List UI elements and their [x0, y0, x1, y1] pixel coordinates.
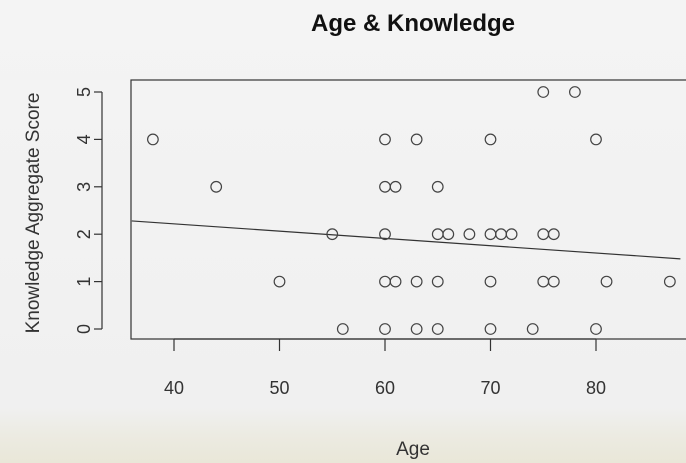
data-point	[600, 275, 613, 288]
y-tick-label: 0	[74, 324, 94, 334]
data-point	[379, 180, 391, 193]
x-tick-label: 80	[586, 378, 606, 398]
x-tick-label: 70	[480, 378, 500, 398]
data-point	[326, 228, 339, 241]
data-point	[379, 133, 391, 146]
y-tick-label: 4	[74, 134, 94, 144]
data-point	[547, 228, 560, 241]
data-point	[389, 180, 402, 193]
y-axis: 0 1 2 3 4 5	[74, 87, 103, 334]
data-point	[547, 275, 560, 288]
data-point	[590, 323, 602, 335]
x-axis: 40 50 60 70 80	[164, 338, 606, 398]
y-tick-label: 5	[74, 87, 94, 97]
data-point	[505, 228, 518, 241]
y-tick-label: 2	[74, 229, 94, 239]
x-tick-label: 50	[269, 378, 289, 398]
y-tick-label: 3	[74, 182, 94, 192]
plot-area-frame	[130, 79, 686, 340]
data-point	[379, 275, 391, 288]
x-tick-label: 60	[375, 378, 395, 398]
y-tick-label: 1	[74, 277, 94, 287]
trend-line	[131, 220, 681, 260]
data-point	[569, 86, 581, 98]
data-point	[484, 323, 497, 335]
data-point	[495, 228, 507, 241]
y-axis-label: Knowledge Aggregate Score	[23, 93, 44, 334]
data-point	[389, 275, 402, 288]
x-tick-label: 40	[164, 378, 184, 398]
chart-title: Age & Knowledge	[311, 10, 515, 37]
data-point	[410, 323, 423, 335]
data-point	[431, 180, 444, 193]
data-point	[273, 275, 286, 288]
data-point	[526, 323, 539, 335]
data-point	[537, 228, 550, 241]
data-point	[431, 228, 444, 241]
data-point	[484, 275, 497, 288]
trend-layer	[131, 220, 681, 260]
data-point	[463, 228, 476, 241]
data-point	[431, 323, 444, 335]
data-point	[590, 133, 602, 146]
data-point	[410, 275, 423, 288]
data-point	[484, 228, 497, 241]
data-point	[379, 228, 391, 241]
data-point	[431, 275, 444, 288]
data-point	[537, 275, 550, 288]
data-point	[484, 133, 497, 146]
data-point	[663, 275, 676, 288]
x-axis-label: Age	[396, 439, 430, 460]
data-point	[379, 323, 391, 335]
data-point	[146, 133, 159, 146]
points-layer	[146, 86, 676, 335]
data-point	[442, 228, 455, 241]
data-point	[210, 180, 223, 193]
data-point	[537, 86, 550, 98]
data-point	[410, 133, 423, 146]
data-point	[336, 323, 349, 335]
